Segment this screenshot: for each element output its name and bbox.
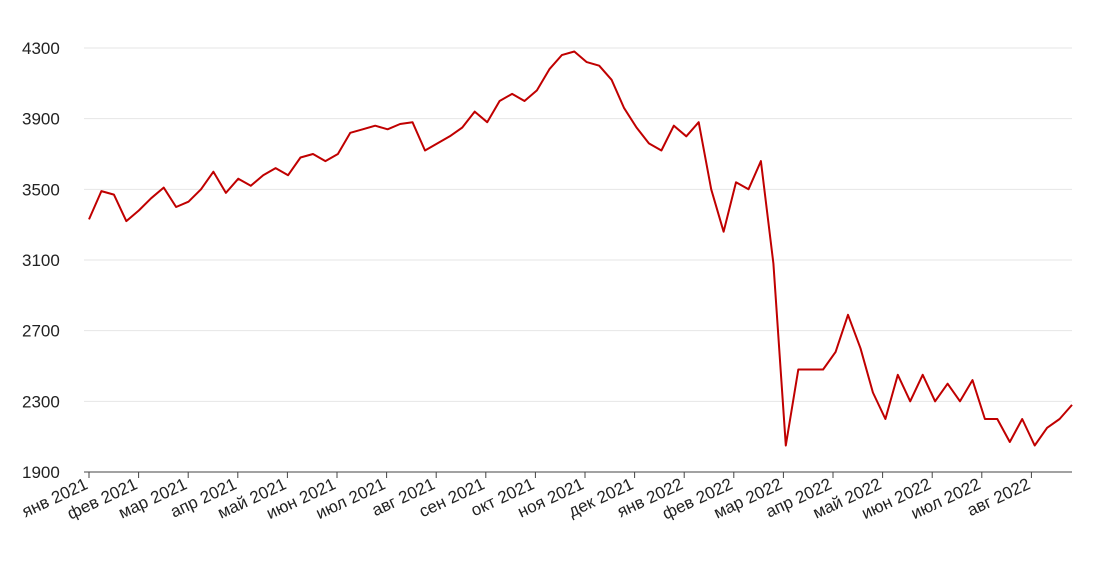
y-tick-label: 3500 (22, 180, 60, 199)
data-line (88, 50, 1073, 447)
y-tick-label: 2300 (22, 392, 60, 411)
y-tick-label: 4300 (22, 39, 60, 58)
y-tick-label: 1900 (22, 463, 60, 482)
y-tick-label: 2700 (22, 322, 60, 341)
y-tick-label: 3900 (22, 110, 60, 129)
y-tick-label: 3100 (22, 251, 60, 270)
